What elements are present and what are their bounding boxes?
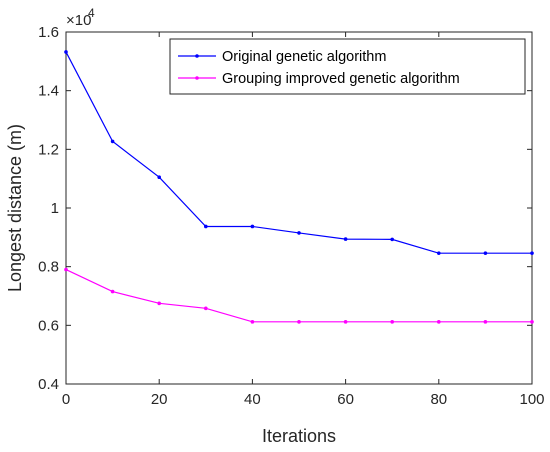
legend-marker-1 xyxy=(195,54,199,58)
data-point-2 xyxy=(157,301,161,306)
y-axis-exponent: ×10 4 xyxy=(66,6,95,29)
data-point-1 xyxy=(530,251,534,255)
data-point-2 xyxy=(64,267,68,272)
data-point-2 xyxy=(390,320,395,324)
data-point-2 xyxy=(483,320,488,324)
data-point-1 xyxy=(483,251,488,255)
data-point-1 xyxy=(390,237,395,242)
legend-marker-2 xyxy=(195,76,199,80)
data-point-1 xyxy=(343,237,348,241)
data-point-1 xyxy=(250,224,255,229)
legend-label-1: Original genetic algorithm xyxy=(222,49,386,65)
series-layer xyxy=(64,50,534,324)
data-point-2 xyxy=(250,320,255,324)
y-tick-label: 1.6 xyxy=(38,24,59,41)
data-point-1 xyxy=(110,139,115,144)
legend-box xyxy=(169,38,526,95)
legend: Original genetic algorithm Grouping impro… xyxy=(169,38,526,95)
data-point-2 xyxy=(437,320,441,324)
data-point-1 xyxy=(297,231,301,235)
data-point-2 xyxy=(297,320,301,324)
x-tick-label: 0 xyxy=(62,391,70,408)
y-tick-label: 1.2 xyxy=(38,141,59,158)
x-tick-label: 60 xyxy=(337,391,354,408)
x-tick-label: 80 xyxy=(430,391,447,408)
data-point-2 xyxy=(530,320,534,324)
data-point-1 xyxy=(64,50,68,54)
y-tick-label: 1 xyxy=(51,200,59,217)
x-tick-label: 40 xyxy=(244,391,261,408)
y-exponent-base: ×10 xyxy=(66,12,91,29)
data-point-2 xyxy=(343,320,348,324)
data-point-2 xyxy=(110,289,115,294)
x-tick-label: 20 xyxy=(151,391,168,408)
y-tick-label: 0.6 xyxy=(38,317,59,334)
x-axis-ticks: 0 20 40 60 80 100 xyxy=(62,32,545,408)
y-tick-label: 0.4 xyxy=(38,376,59,393)
legend-label-2: Grouping improved genetic algorithm xyxy=(222,71,460,87)
y-tick-label: 0.8 xyxy=(38,259,59,276)
x-axis-label: Iterations xyxy=(262,426,336,446)
y-axis-label: Longest distance (m) xyxy=(5,124,25,292)
y-axis-ticks: 0.4 0.6 0.8 1 1.2 1.4 1.6 xyxy=(38,24,532,393)
data-point-1 xyxy=(157,175,161,179)
data-point-1 xyxy=(437,251,441,255)
x-tick-label: 100 xyxy=(519,391,544,408)
y-tick-label: 1.4 xyxy=(38,83,59,100)
data-point-2 xyxy=(204,306,208,311)
y-exponent-power: 4 xyxy=(88,6,95,20)
data-point-1 xyxy=(204,224,208,229)
